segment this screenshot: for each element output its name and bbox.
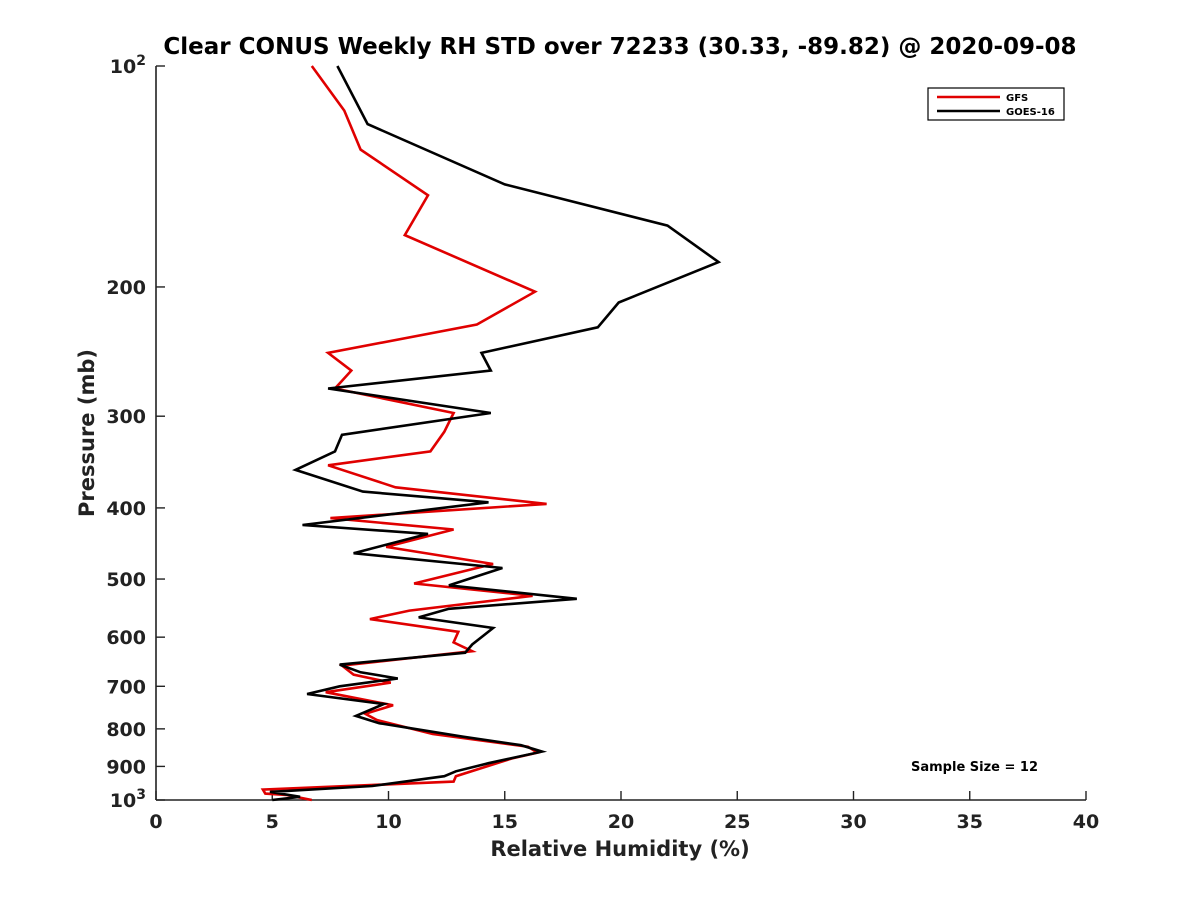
legend-label-goes-16: GOES-16 [1006, 107, 1055, 118]
legend-box [927, 87, 1065, 121]
y-tick-label: 500 [106, 569, 146, 591]
x-tick-label: 0 [149, 811, 162, 833]
x-tick-label: 40 [1073, 811, 1099, 833]
chart-title: Clear CONUS Weekly RH STD over 72233 (30… [163, 34, 1076, 60]
y-tick-label: 600 [106, 627, 146, 649]
x-tick-label: 35 [957, 811, 983, 833]
x-tick-label: 25 [724, 811, 750, 833]
y-tick-label: 700 [106, 676, 146, 698]
y-tick-label: 103 [110, 787, 146, 812]
series-line-goes-16 [269, 65, 722, 802]
y-tick-label: 300 [106, 406, 146, 428]
y-tick-label: 900 [106, 756, 146, 778]
plot-area: 0 5 10 15 20 25 30 35 40 102 200 300 400 500 600 700 800… [106, 53, 1099, 833]
y-tick-label: 102 [110, 53, 146, 78]
y-tick-label: 200 [106, 277, 146, 299]
x-tick-label: 5 [266, 811, 279, 833]
x-tick-label: 15 [492, 811, 518, 833]
legend-label-gfs: GFS [1006, 93, 1028, 104]
x-tick-label: 10 [375, 811, 401, 833]
series-line-gfs [260, 65, 547, 802]
x-tick-label: 30 [840, 811, 866, 833]
y-axis-label: Pressure (mb) [75, 349, 99, 517]
sample-size-annotation: Sample Size = 12 [911, 760, 1038, 775]
y-tick-label: 400 [106, 498, 146, 520]
x-tick-label: 20 [608, 811, 634, 833]
x-axis-label: Relative Humidity (%) [490, 837, 749, 861]
y-tick-label: 800 [106, 719, 146, 741]
legend: GFS GOES-16 [927, 87, 1065, 121]
